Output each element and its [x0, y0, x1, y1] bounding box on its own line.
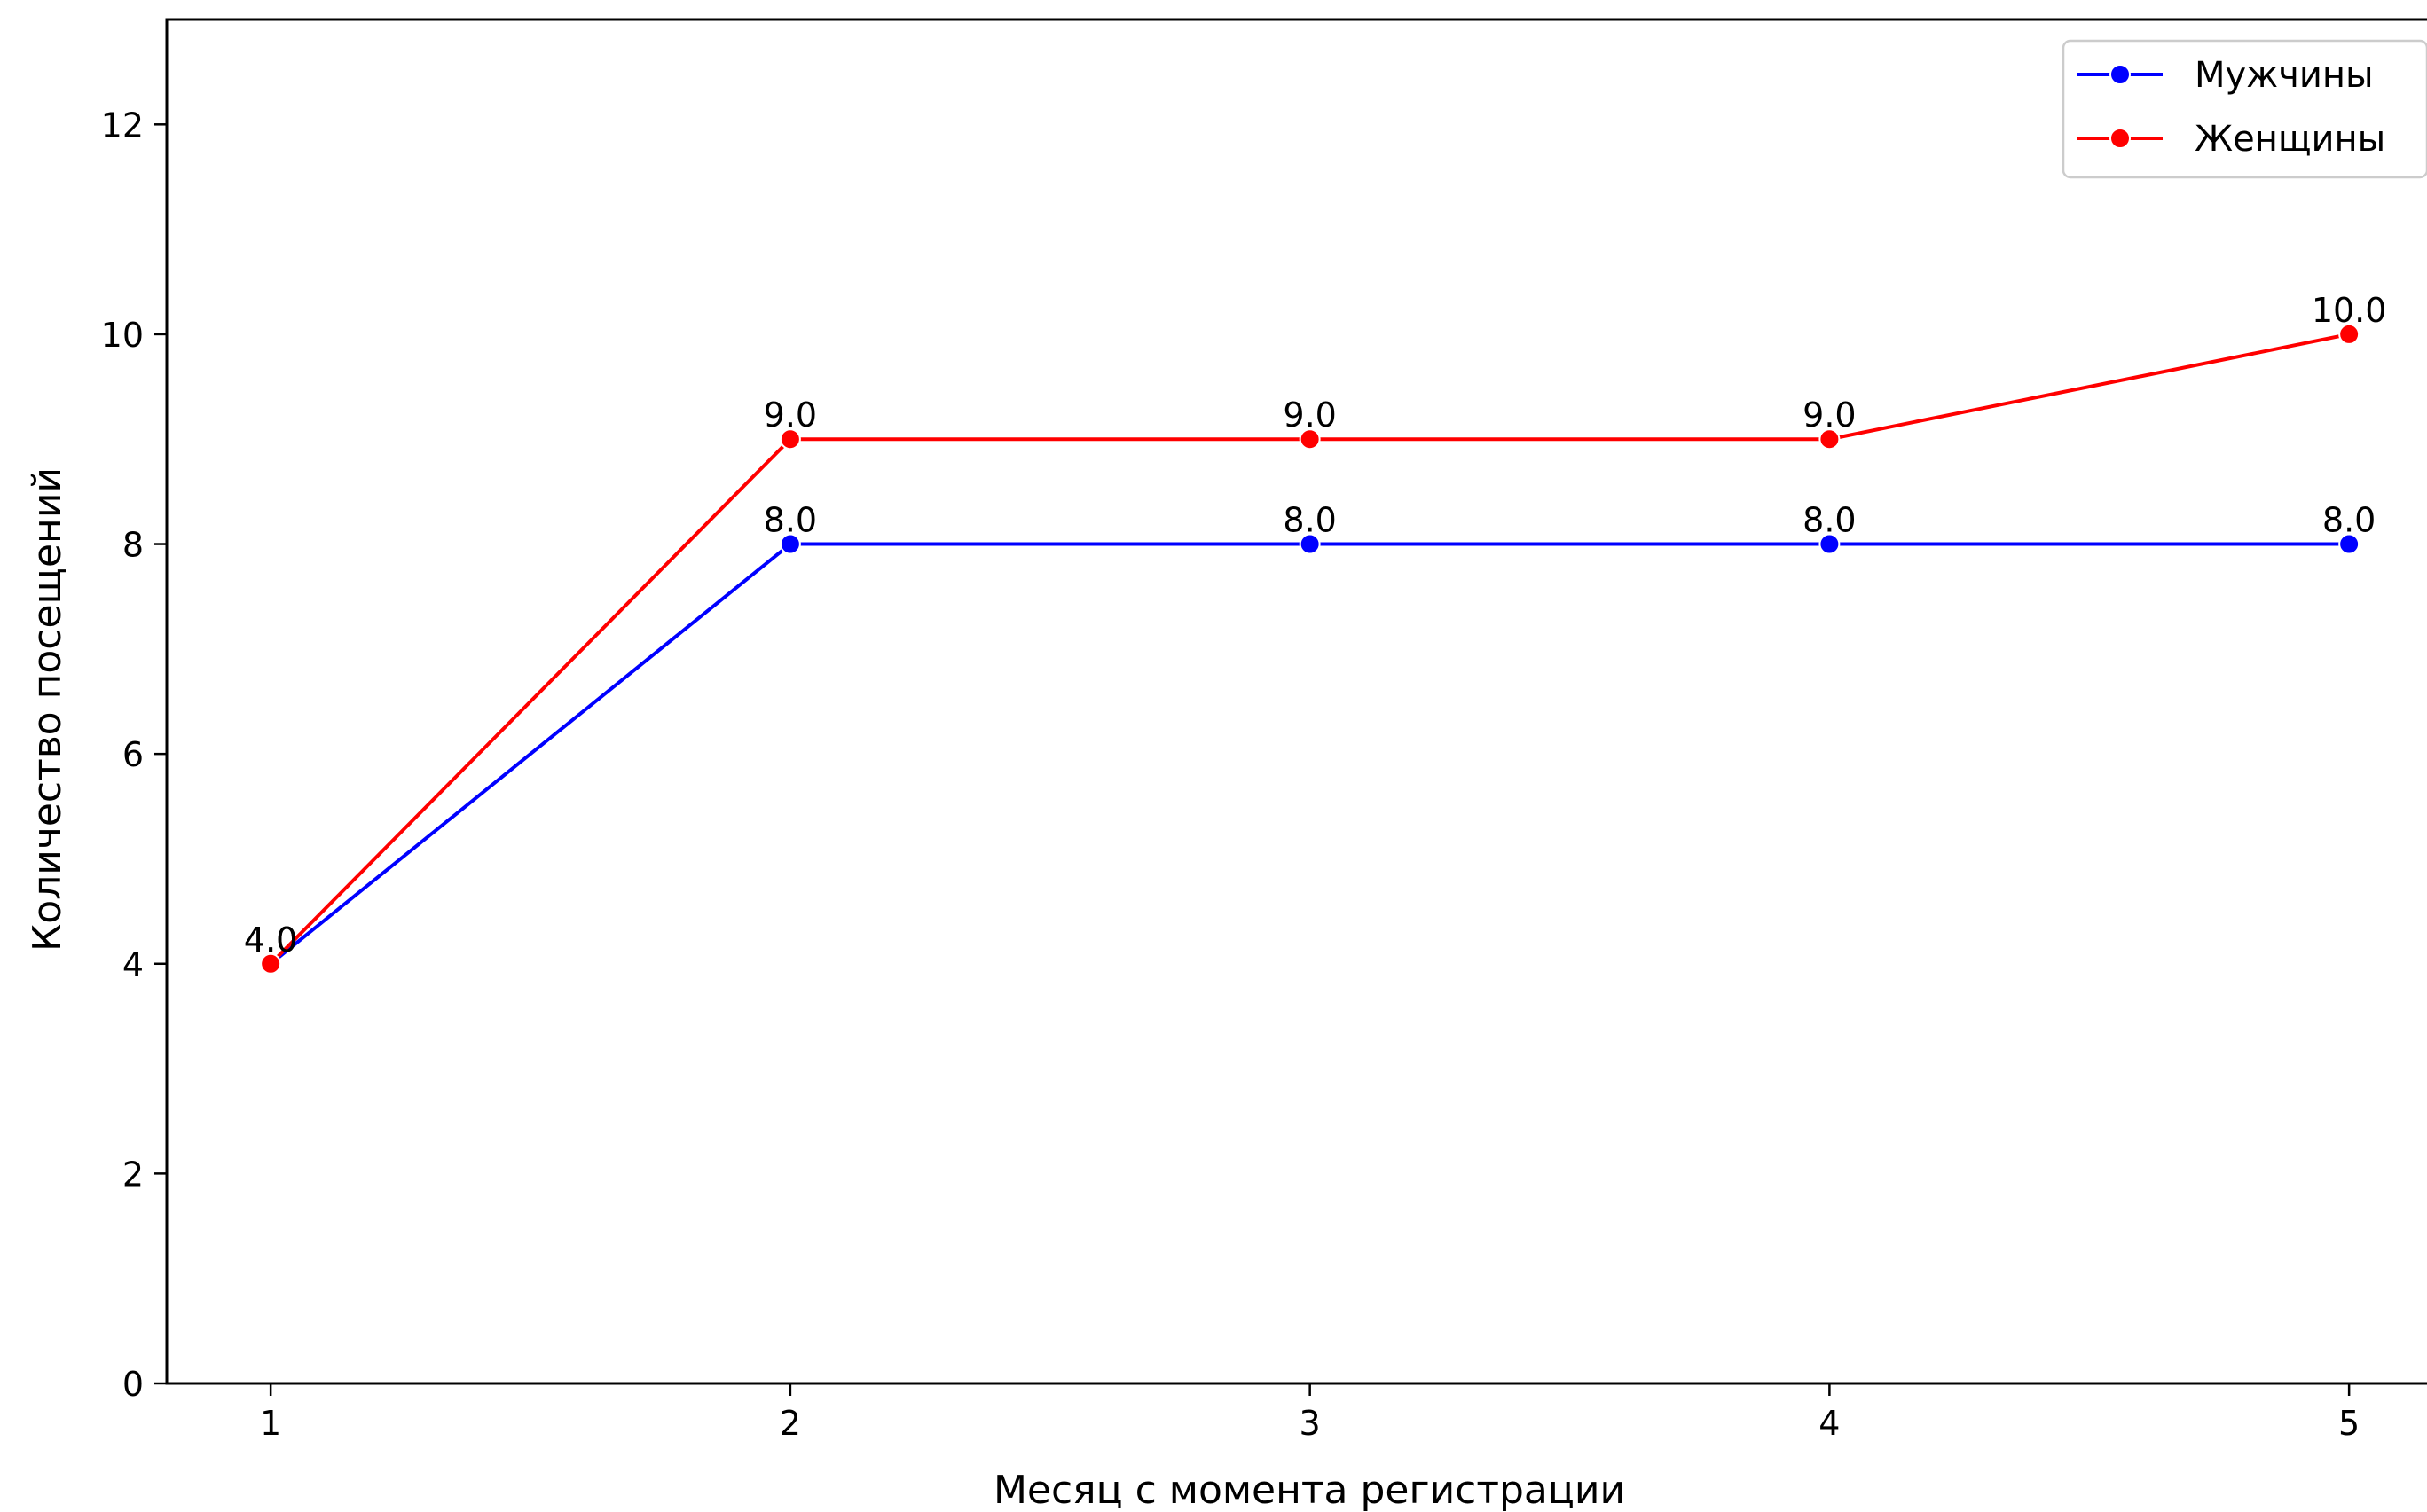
plot-frame: [165, 18, 2427, 1385]
data-label: 8.0: [764, 501, 817, 540]
data-point: [260, 952, 282, 975]
legend: Мужчины Женщины: [2062, 39, 2427, 179]
data-label: 8.0: [2322, 501, 2376, 540]
x-axis-ticks: 1 2 3 4 5: [260, 1383, 2360, 1443]
data-label: 10.0: [2312, 291, 2387, 330]
data-label: 9.0: [1803, 396, 1856, 435]
data-label: 4.0: [244, 921, 297, 960]
y-tick-label: 8: [122, 526, 144, 565]
data-label: 8.0: [1283, 501, 1336, 540]
x-tick-label: 5: [2338, 1404, 2360, 1443]
y-tick-label: 4: [122, 945, 144, 984]
y-tick-label: 10: [101, 316, 144, 355]
y-tick-label: 6: [122, 735, 144, 774]
data-label: 4.0: [244, 921, 297, 960]
y-tick-label: 0: [122, 1365, 144, 1404]
data-point: [779, 428, 801, 450]
data-labels: 4.08.0 8.0 8.0 8.04.09.0 9.0 9.010.0: [244, 291, 2387, 960]
legend-label-1: Женщины: [2195, 119, 2385, 160]
axes: [165, 18, 2427, 1385]
x-axis-label: Месяц с момента регистрации: [994, 1468, 1625, 1512]
x-tick-label: 4: [1818, 1404, 1840, 1443]
data-label: 9.0: [764, 396, 817, 435]
data-point: [1299, 428, 1321, 450]
data-point: [1299, 533, 1321, 555]
legend-marker-1: [2109, 128, 2131, 149]
data-point: [1818, 428, 1841, 450]
x-tick-label: 1: [260, 1404, 281, 1443]
x-tick-label: 3: [1300, 1404, 1321, 1443]
data-point: [1818, 533, 1841, 555]
data-point: [2338, 533, 2360, 555]
series-lines: [260, 323, 2360, 975]
data-label: 8.0: [1803, 501, 1856, 540]
y-axis-ticks: 0 2 4 6 8 10 12: [101, 106, 167, 1404]
data-point: [2338, 323, 2360, 345]
data-point: [779, 533, 801, 555]
y-tick-label: 12: [101, 106, 144, 145]
y-axis-label: Количество посещений: [25, 467, 70, 952]
legend-label-0: Мужчины: [2195, 55, 2374, 96]
legend-marker-0: [2109, 64, 2131, 85]
x-tick-label: 2: [780, 1404, 801, 1443]
data-label: 9.0: [1283, 396, 1336, 435]
y-tick-label: 2: [122, 1155, 144, 1194]
